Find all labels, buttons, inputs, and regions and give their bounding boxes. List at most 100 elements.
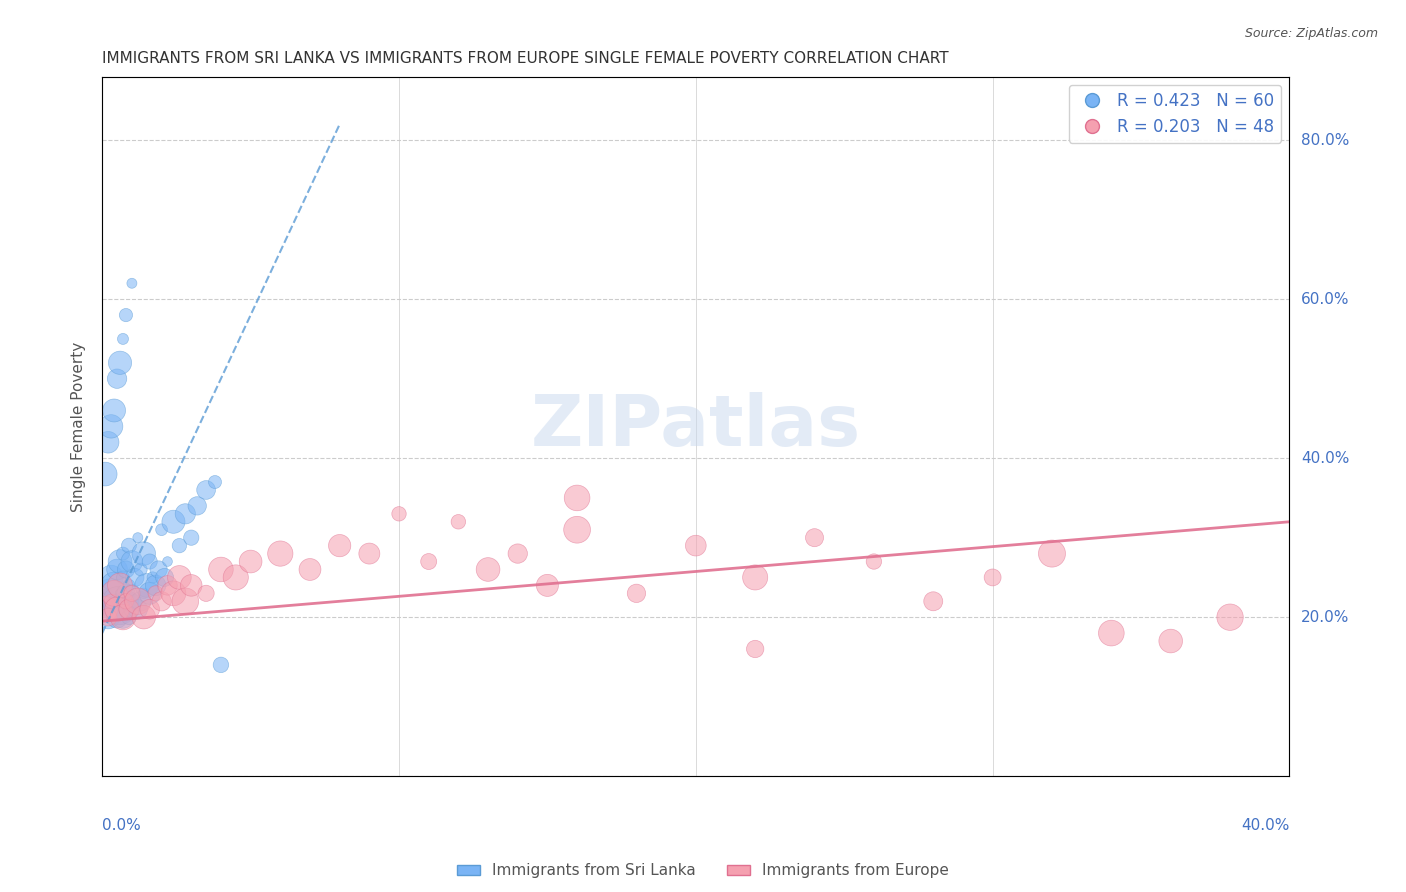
Point xyxy=(103,586,125,600)
Point xyxy=(169,539,191,553)
Point xyxy=(148,562,170,576)
Text: 40.0%: 40.0% xyxy=(1302,450,1350,466)
Legend: R = 0.423   N = 60, R = 0.203   N = 48: R = 0.423 N = 60, R = 0.203 N = 48 xyxy=(1069,85,1281,143)
Point xyxy=(132,586,155,600)
Point xyxy=(269,547,291,561)
Point xyxy=(744,642,766,657)
Point xyxy=(156,578,179,592)
Point xyxy=(118,594,141,608)
Text: ZIPatlas: ZIPatlas xyxy=(530,392,860,461)
Point xyxy=(180,531,202,545)
Point xyxy=(626,586,648,600)
Point xyxy=(115,308,138,322)
Point xyxy=(124,594,146,608)
Point xyxy=(174,507,197,521)
Point xyxy=(124,570,146,584)
Point xyxy=(111,570,134,584)
Point xyxy=(121,586,143,600)
Text: IMMIGRANTS FROM SRI LANKA VS IMMIGRANTS FROM EUROPE SINGLE FEMALE POVERTY CORREL: IMMIGRANTS FROM SRI LANKA VS IMMIGRANTS … xyxy=(103,51,949,66)
Point xyxy=(195,586,218,600)
Point xyxy=(145,578,167,592)
Point xyxy=(150,594,173,608)
Point xyxy=(298,562,321,576)
Text: 80.0%: 80.0% xyxy=(1302,133,1350,148)
Point xyxy=(186,499,208,513)
Text: 60.0%: 60.0% xyxy=(1302,292,1350,307)
Point xyxy=(94,467,117,481)
Point xyxy=(100,419,122,434)
Point xyxy=(1040,547,1063,561)
Point xyxy=(195,483,218,497)
Point xyxy=(1099,626,1122,640)
Point xyxy=(153,570,176,584)
Point xyxy=(744,570,766,584)
Point xyxy=(121,586,143,600)
Point xyxy=(118,602,141,616)
Point xyxy=(94,602,117,616)
Point xyxy=(685,539,707,553)
Point xyxy=(121,602,143,616)
Point xyxy=(922,594,945,608)
Point xyxy=(803,531,825,545)
Point xyxy=(127,531,149,545)
Point xyxy=(127,602,149,616)
Point xyxy=(863,555,886,569)
Point xyxy=(115,562,138,576)
Point xyxy=(121,277,143,291)
Point xyxy=(162,515,184,529)
Point xyxy=(204,475,226,489)
Point xyxy=(105,594,128,608)
Text: Source: ZipAtlas.com: Source: ZipAtlas.com xyxy=(1244,27,1378,40)
Point xyxy=(103,578,125,592)
Point xyxy=(100,586,122,600)
Legend: Immigrants from Sri Lanka, Immigrants from Europe: Immigrants from Sri Lanka, Immigrants fr… xyxy=(451,857,955,884)
Point xyxy=(115,586,138,600)
Point xyxy=(111,610,134,624)
Point xyxy=(127,594,149,608)
Point xyxy=(1160,634,1182,648)
Point xyxy=(145,586,167,600)
Point xyxy=(174,594,197,608)
Point xyxy=(209,562,232,576)
Point xyxy=(418,555,440,569)
Point xyxy=(118,539,141,553)
Point xyxy=(129,562,152,576)
Point xyxy=(225,570,247,584)
Point xyxy=(132,610,155,624)
Point xyxy=(329,539,352,553)
Y-axis label: Single Female Poverty: Single Female Poverty xyxy=(72,342,86,511)
Point xyxy=(169,570,191,584)
Point xyxy=(138,555,160,569)
Text: 20.0%: 20.0% xyxy=(1302,610,1350,624)
Point xyxy=(162,586,184,600)
Point xyxy=(115,602,138,616)
Point xyxy=(239,555,262,569)
Point xyxy=(536,578,558,592)
Point xyxy=(105,562,128,576)
Point xyxy=(565,491,588,505)
Point xyxy=(105,372,128,386)
Text: 40.0%: 40.0% xyxy=(1241,818,1289,833)
Point xyxy=(1219,610,1241,624)
Point xyxy=(118,578,141,592)
Point xyxy=(97,435,120,450)
Point xyxy=(209,657,232,672)
Point xyxy=(506,547,529,561)
Point xyxy=(121,555,143,569)
Point xyxy=(180,578,202,592)
Point xyxy=(359,547,381,561)
Point xyxy=(97,610,120,624)
Point xyxy=(108,356,131,370)
Point xyxy=(150,523,173,537)
Point xyxy=(388,507,411,521)
Point xyxy=(100,570,122,584)
Point xyxy=(447,515,470,529)
Point xyxy=(477,562,499,576)
Point xyxy=(108,586,131,600)
Point xyxy=(94,594,117,608)
Point xyxy=(108,555,131,569)
Point xyxy=(105,602,128,616)
Point xyxy=(132,547,155,561)
Point xyxy=(138,586,160,600)
Point xyxy=(111,547,134,561)
